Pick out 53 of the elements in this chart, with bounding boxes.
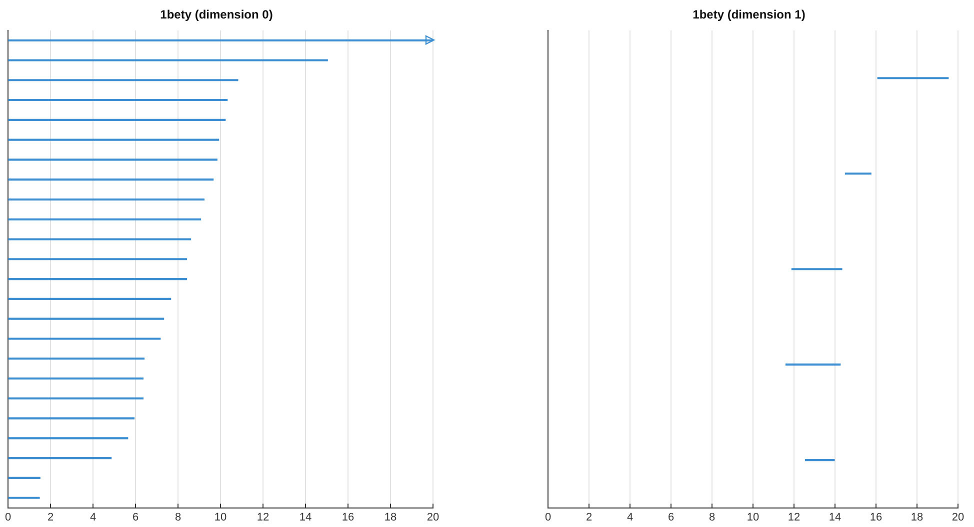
bar [804, 459, 835, 462]
bar [8, 59, 328, 62]
x-tick-label: 20 [426, 511, 440, 524]
x-tick-label: 0 [4, 511, 12, 524]
bar [8, 358, 145, 360]
x-tick-label: 14 [299, 511, 312, 524]
bar [877, 77, 949, 80]
x-tick-label: 8 [174, 511, 182, 524]
bar [8, 158, 218, 161]
x-tick-label: 2 [47, 511, 54, 524]
bar [8, 457, 112, 460]
chart-title: 1bety (dimension 0) [160, 8, 273, 22]
bar [8, 118, 226, 121]
bar [8, 98, 228, 102]
x-tick-label: 14 [828, 511, 842, 524]
x-tick-label: 18 [910, 511, 924, 524]
bar [8, 218, 202, 220]
x-tick-label: 12 [788, 511, 800, 524]
bar [8, 79, 238, 82]
x-tick-label: 4 [626, 511, 634, 524]
bar [8, 198, 204, 201]
x-tick-label: 2 [586, 511, 592, 524]
x-tick-label: 12 [256, 511, 270, 524]
bar [8, 417, 135, 420]
x-tick-label: 16 [870, 511, 882, 524]
bar [8, 178, 214, 181]
bar [8, 397, 144, 400]
x-tick-label: 18 [384, 511, 397, 524]
bar [8, 298, 172, 300]
bar [8, 258, 188, 260]
bar [844, 172, 872, 175]
bar [8, 476, 40, 479]
bar [8, 238, 192, 240]
bar [8, 138, 220, 141]
x-tick-label: 0 [544, 511, 552, 524]
bar [8, 338, 161, 340]
bar [8, 39, 433, 42]
x-tick-label: 8 [708, 511, 716, 524]
bar [8, 496, 40, 499]
bar [791, 268, 842, 270]
bar [8, 278, 188, 280]
x-tick-label: 6 [132, 511, 139, 524]
x-tick-label: 16 [342, 511, 354, 524]
x-tick-label: 10 [746, 511, 760, 524]
bar [8, 318, 164, 320]
x-tick-label: 4 [90, 511, 96, 524]
x-tick-label: 6 [668, 511, 674, 524]
bar [785, 364, 841, 366]
bar [8, 437, 128, 440]
chart-title: 1bety (dimension 1) [692, 8, 806, 22]
x-tick-label: 20 [952, 511, 964, 524]
x-tick-label: 10 [214, 511, 227, 524]
bar [8, 377, 144, 380]
